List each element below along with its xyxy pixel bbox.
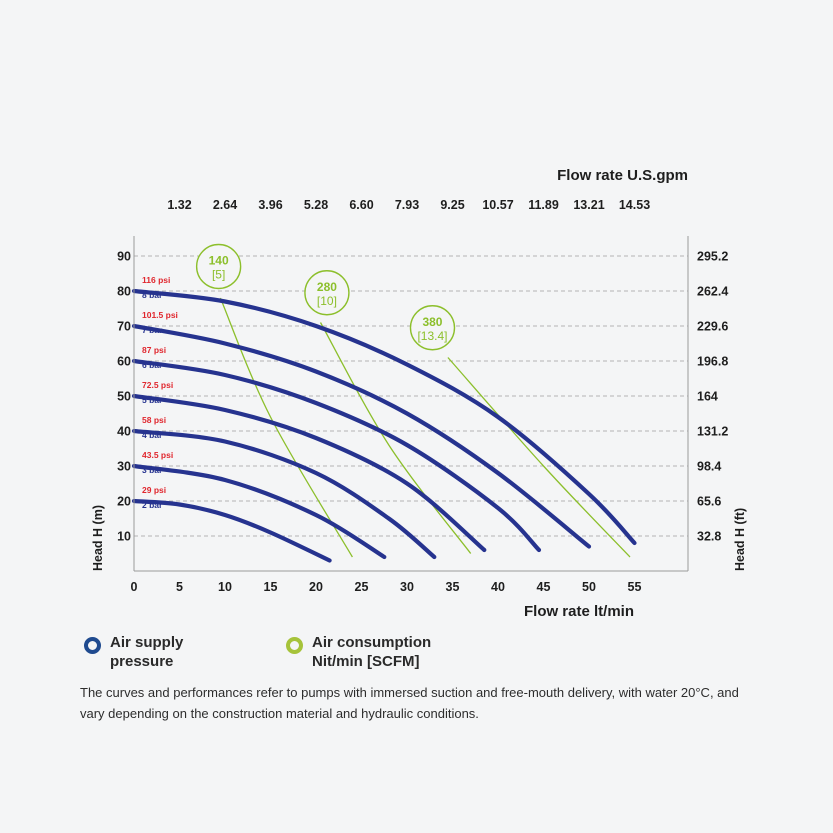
pressure-curve-8-bar	[131, 288, 637, 546]
x-tick-0: 0	[131, 580, 138, 594]
y-tick-40: 40	[117, 425, 131, 439]
pressure-curve-5-bar	[131, 393, 487, 553]
y-tick-70: 70	[117, 320, 131, 334]
x-tick-5: 5	[176, 580, 183, 594]
footnote: The curves and performances refer to pum…	[80, 685, 739, 721]
y-tick-80: 80	[117, 285, 131, 299]
air-bubble-scfm-280: [10]	[317, 294, 337, 308]
air-bubble-value-380: 380	[422, 315, 442, 329]
x-tick-15: 15	[264, 580, 278, 594]
right-axis-title: Head H (ft)	[733, 508, 747, 571]
right-tick-164: 164	[697, 390, 718, 404]
top-tick-5.28: 5.28	[304, 198, 328, 212]
air-bubble-value-280: 280	[317, 280, 337, 294]
x-tick-30: 30	[400, 580, 414, 594]
top-axis-title: Flow rate U.S.gpm	[557, 167, 688, 184]
bar-label-2: 7 bar	[142, 325, 163, 335]
right-tick-229.6: 229.6	[697, 320, 728, 334]
top-tick-3.96: 3.96	[258, 198, 282, 212]
x-tick-50: 50	[582, 580, 596, 594]
top-tick-6.60: 6.60	[349, 198, 373, 212]
legend-pressure-line2: pressure	[110, 653, 174, 670]
air-consumption-bubbles: 140[5] 280[10] 380[13.4]	[195, 243, 456, 351]
right-tick-32.8: 32.8	[697, 530, 721, 544]
psi-label-1: 116 psi	[142, 275, 170, 285]
top-tick-7.93: 7.93	[395, 198, 419, 212]
right-tick-98.4: 98.4	[697, 460, 721, 474]
pressure-curve-7-bar	[131, 323, 592, 549]
pressure-curves	[131, 288, 637, 563]
y-tick-90: 90	[117, 250, 131, 264]
top-tick-9.25: 9.25	[440, 198, 464, 212]
x-axis-title: Flow rate lt/min	[524, 603, 634, 620]
air-bubble-140	[195, 243, 242, 290]
bar-label-5: 4 bar	[142, 430, 163, 440]
pressure-curve-6-bar	[131, 358, 542, 553]
y-tick-20: 20	[117, 495, 131, 509]
top-tick-10.57: 10.57	[482, 198, 513, 212]
blue-ring-icon	[84, 637, 101, 654]
air-bubble-value-140: 140	[209, 254, 229, 268]
legend-pressure-line1: Air supply	[110, 634, 184, 651]
right-tick-295.2: 295.2	[697, 250, 728, 264]
x-tick-25: 25	[355, 580, 369, 594]
air-bubble-280	[304, 270, 350, 316]
psi-label-5: 58 psi	[142, 415, 166, 425]
top-tick-1.32: 1.32	[167, 198, 191, 212]
legend-air: Air consumption Nit/min [SCFM]	[286, 633, 431, 671]
bar-label-3: 6 bar	[142, 360, 163, 370]
right-tick-262.4: 262.4	[697, 285, 728, 299]
y-tick-60: 60	[117, 355, 131, 369]
pump-performance-chart: 116 psi 8 bar 101.5 psi 7 bar 87 psi 6 bar 72.…	[91, 167, 747, 620]
x-tick-20: 20	[309, 580, 323, 594]
air-curve-280	[319, 322, 472, 554]
pressure-curve-4-bar	[131, 428, 437, 560]
bar-label-6: 3 bar	[142, 465, 163, 475]
x-tick-45: 45	[537, 580, 551, 594]
pressure-curve-3-bar	[131, 463, 387, 560]
legend-pressure: Air supply pressure	[84, 633, 183, 671]
psi-label-7: 29 psi	[142, 485, 166, 495]
x-tick-40: 40	[491, 580, 505, 594]
y-tick-50: 50	[117, 390, 131, 404]
bar-label-7: 2 bar	[142, 500, 163, 510]
psi-label-2: 101.5 psi	[142, 310, 178, 320]
psi-label-4: 72.5 psi	[142, 380, 173, 390]
pressure-curve-2-bar	[131, 498, 332, 563]
y-axis-title: Head H (m)	[91, 505, 105, 571]
psi-label-3: 87 psi	[142, 345, 166, 355]
green-ring-icon	[286, 637, 303, 654]
y-tick-30: 30	[117, 460, 131, 474]
y-tick-10: 10	[117, 530, 131, 544]
curve-labels: 116 psi 8 bar 101.5 psi 7 bar 87 psi 6 bar 72.…	[142, 275, 178, 510]
x-tick-55: 55	[628, 580, 642, 594]
top-tick-11.89: 11.89	[528, 198, 559, 212]
air-bubble-scfm-140: [5]	[212, 268, 225, 282]
x-tick-35: 35	[446, 580, 460, 594]
legend-air-line1: Air consumption	[312, 634, 432, 651]
air-bubble-scfm-380: [13.4]	[417, 329, 447, 343]
right-tick-131.2: 131.2	[697, 425, 728, 439]
air-curve-380	[447, 357, 631, 558]
x-tick-10: 10	[218, 580, 232, 594]
top-tick-14.53: 14.53	[619, 198, 650, 212]
air-bubble-380	[409, 305, 456, 351]
bar-label-4: 5 bar	[142, 395, 163, 405]
top-tick-2.64: 2.64	[213, 198, 237, 212]
bar-label-1: 8 bar	[142, 290, 163, 300]
axes: 0 5 10 15 20 25 30 35 40 45 50 55 1.32 2.64 3.96 5.28 6.…	[117, 198, 728, 594]
legend-air-line2: Nit/min [SCFM]	[312, 653, 420, 670]
right-tick-65.6: 65.6	[697, 495, 721, 509]
psi-label-6: 43.5 psi	[142, 450, 173, 460]
top-tick-13.21: 13.21	[573, 198, 604, 212]
right-tick-196.8: 196.8	[697, 355, 728, 369]
